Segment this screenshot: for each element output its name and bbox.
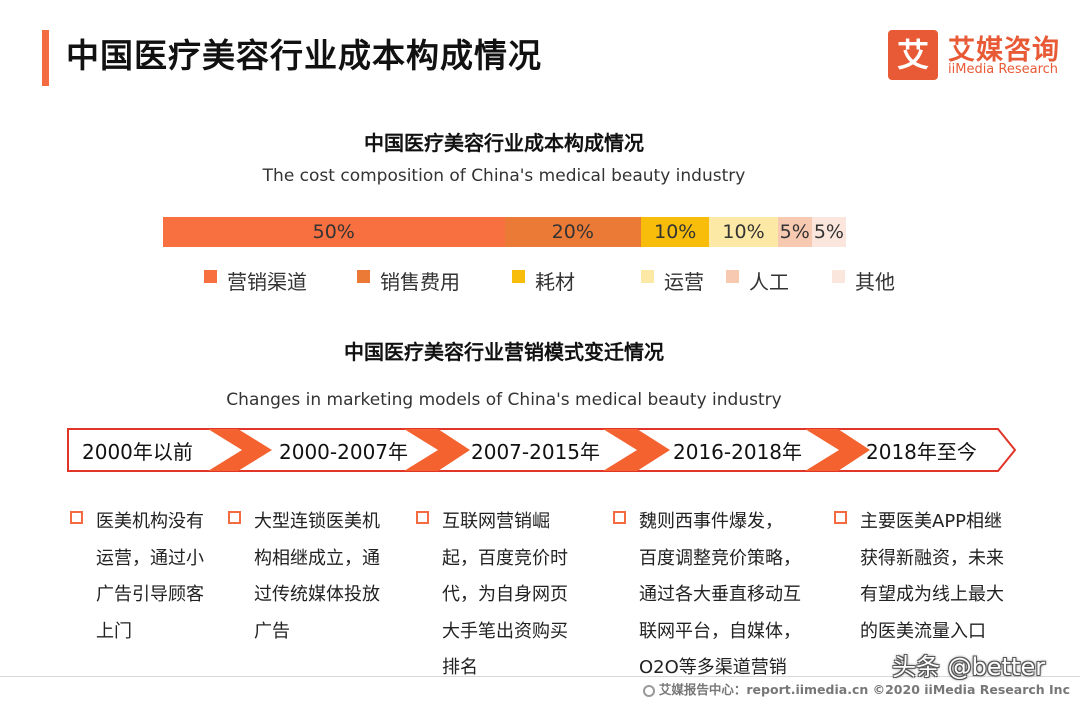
bar-segment	[163, 217, 505, 247]
description-line: 排名	[442, 657, 478, 678]
legend-label: 运营	[664, 270, 704, 294]
logo-cn-text: 艾媒咨询	[948, 35, 1060, 66]
legend-swatch	[357, 270, 370, 283]
description-line: 大手笔出资购买	[442, 620, 568, 642]
description-line: 有望成为线上最大	[860, 584, 1004, 605]
square-bullet-icon	[834, 511, 847, 524]
page-title: 中国医疗美容行业成本构成情况	[66, 36, 542, 75]
data-label: 5%	[813, 221, 844, 243]
data-label: 10%	[654, 221, 697, 243]
bar-segment	[641, 217, 710, 247]
description-line: 医美机构没有	[96, 511, 204, 532]
chart-subtitle: The cost composition of China's medical …	[262, 166, 746, 186]
watermark: 头条 @better	[892, 653, 1046, 681]
data-label: 5%	[779, 221, 810, 243]
square-bullet-icon	[613, 511, 626, 524]
legend-label: 营销渠道	[227, 270, 307, 294]
timeline-subtitle: Changes in marketing models of China's m…	[226, 390, 782, 410]
timeline-chevron	[208, 429, 272, 471]
description-line: 百度调整竞价策略，	[639, 547, 801, 569]
legend-label: 人工	[749, 270, 789, 294]
legend-swatch	[204, 270, 217, 283]
data-label: 10%	[722, 221, 765, 243]
description-line: 互联网营销崛	[442, 511, 550, 532]
legend-swatch	[726, 270, 739, 283]
square-bullet-icon	[228, 511, 241, 524]
timeline-chevron	[805, 429, 870, 471]
description-text: 主要医美APP相继 获得新融资，未来 有望成为线上最大 的医美流量入口	[860, 504, 1004, 650]
chart-title: 中国医疗美容行业成本构成情况	[364, 131, 644, 155]
brand-logo: 艾 艾媒咨询 iiMedia Research	[888, 30, 1064, 82]
period-label: 2007-2015年	[471, 440, 601, 464]
description-line: 联网平台，自媒体，	[639, 620, 801, 642]
cost-stacked-bar: 50% 20% 10% 10% 5% 5%	[163, 217, 846, 247]
footer-source-text: 艾媒报告中心：report.iimedia.cn ©2020 iiMedia R…	[658, 682, 1070, 697]
legend-label: 销售费用	[380, 270, 460, 294]
square-bullet-icon	[70, 511, 83, 524]
title-accent-bar	[42, 30, 49, 86]
bar-segment	[811, 217, 846, 247]
globe-icon	[642, 685, 655, 697]
data-label: 50%	[312, 221, 355, 243]
timeline-chevron	[603, 429, 670, 471]
description-line: 魏则西事件爆发，	[639, 511, 783, 532]
description-line: 广告	[254, 620, 290, 642]
description-line: 过传统媒体投放	[254, 584, 380, 605]
legend-swatch	[512, 270, 525, 283]
description-text: 医美机构没有 运营，通过小 广告引导顾客 上门	[96, 504, 204, 650]
timeline-chevron	[404, 429, 470, 471]
description-line: 广告引导顾客	[96, 584, 204, 605]
description-text: 魏则西事件爆发， 百度调整竞价策略， 通过各大垂直移动互 联网平台，自媒体， O2O等多…	[639, 504, 801, 687]
timeline-title: 中国医疗美容行业营销模式变迁情况	[344, 340, 664, 364]
bar-segment	[504, 217, 642, 247]
legend-swatch	[641, 270, 654, 283]
chart-legend: 营销渠道 销售费用 耗材 运营 人工 其他	[204, 268, 924, 296]
period-label: 2000-2007年	[279, 440, 409, 464]
logo-mark-icon: 艾	[888, 30, 938, 80]
description-line: 通过各大垂直移动互	[639, 584, 801, 605]
bar-segment	[709, 217, 778, 247]
logo-en-text: iiMedia Research	[948, 62, 1059, 77]
description-line: 代，为自身网页	[442, 584, 568, 605]
description-text: 大型连锁医美机 构相继成立，通 过传统媒体投放 广告	[254, 504, 380, 650]
period-label: 2016-2018年	[673, 440, 803, 464]
description-line: 运营，通过小	[96, 547, 204, 569]
footer-source: 艾媒报告中心：report.iimedia.cn ©2020 iiMedia R…	[642, 679, 1070, 698]
footer-divider	[0, 676, 1080, 677]
period-label: 2018年至今	[866, 440, 977, 464]
description-line: 大型连锁医美机	[254, 511, 380, 532]
description-line: 上门	[96, 620, 132, 642]
description-line: 构相继成立，通	[254, 547, 380, 569]
legend-label: 其他	[855, 270, 895, 294]
legend-swatch	[832, 270, 845, 283]
period-label: 2000年以前	[82, 440, 193, 464]
description-text: 互联网营销崛 起，百度竞价时 代，为自身网页 大手笔出资购买 排名	[442, 504, 568, 687]
description-line: O2O等多渠道营销	[639, 657, 787, 678]
square-bullet-icon	[416, 511, 429, 524]
legend-label: 耗材	[535, 270, 575, 294]
description-line: 起，百度竞价时	[442, 547, 568, 569]
bar-segment	[777, 217, 812, 247]
data-label: 20%	[551, 221, 594, 243]
description-line: 的医美流量入口	[860, 620, 986, 642]
description-line: 主要医美APP相继	[860, 511, 1003, 532]
description-line: 获得新融资，未来	[860, 547, 1004, 569]
